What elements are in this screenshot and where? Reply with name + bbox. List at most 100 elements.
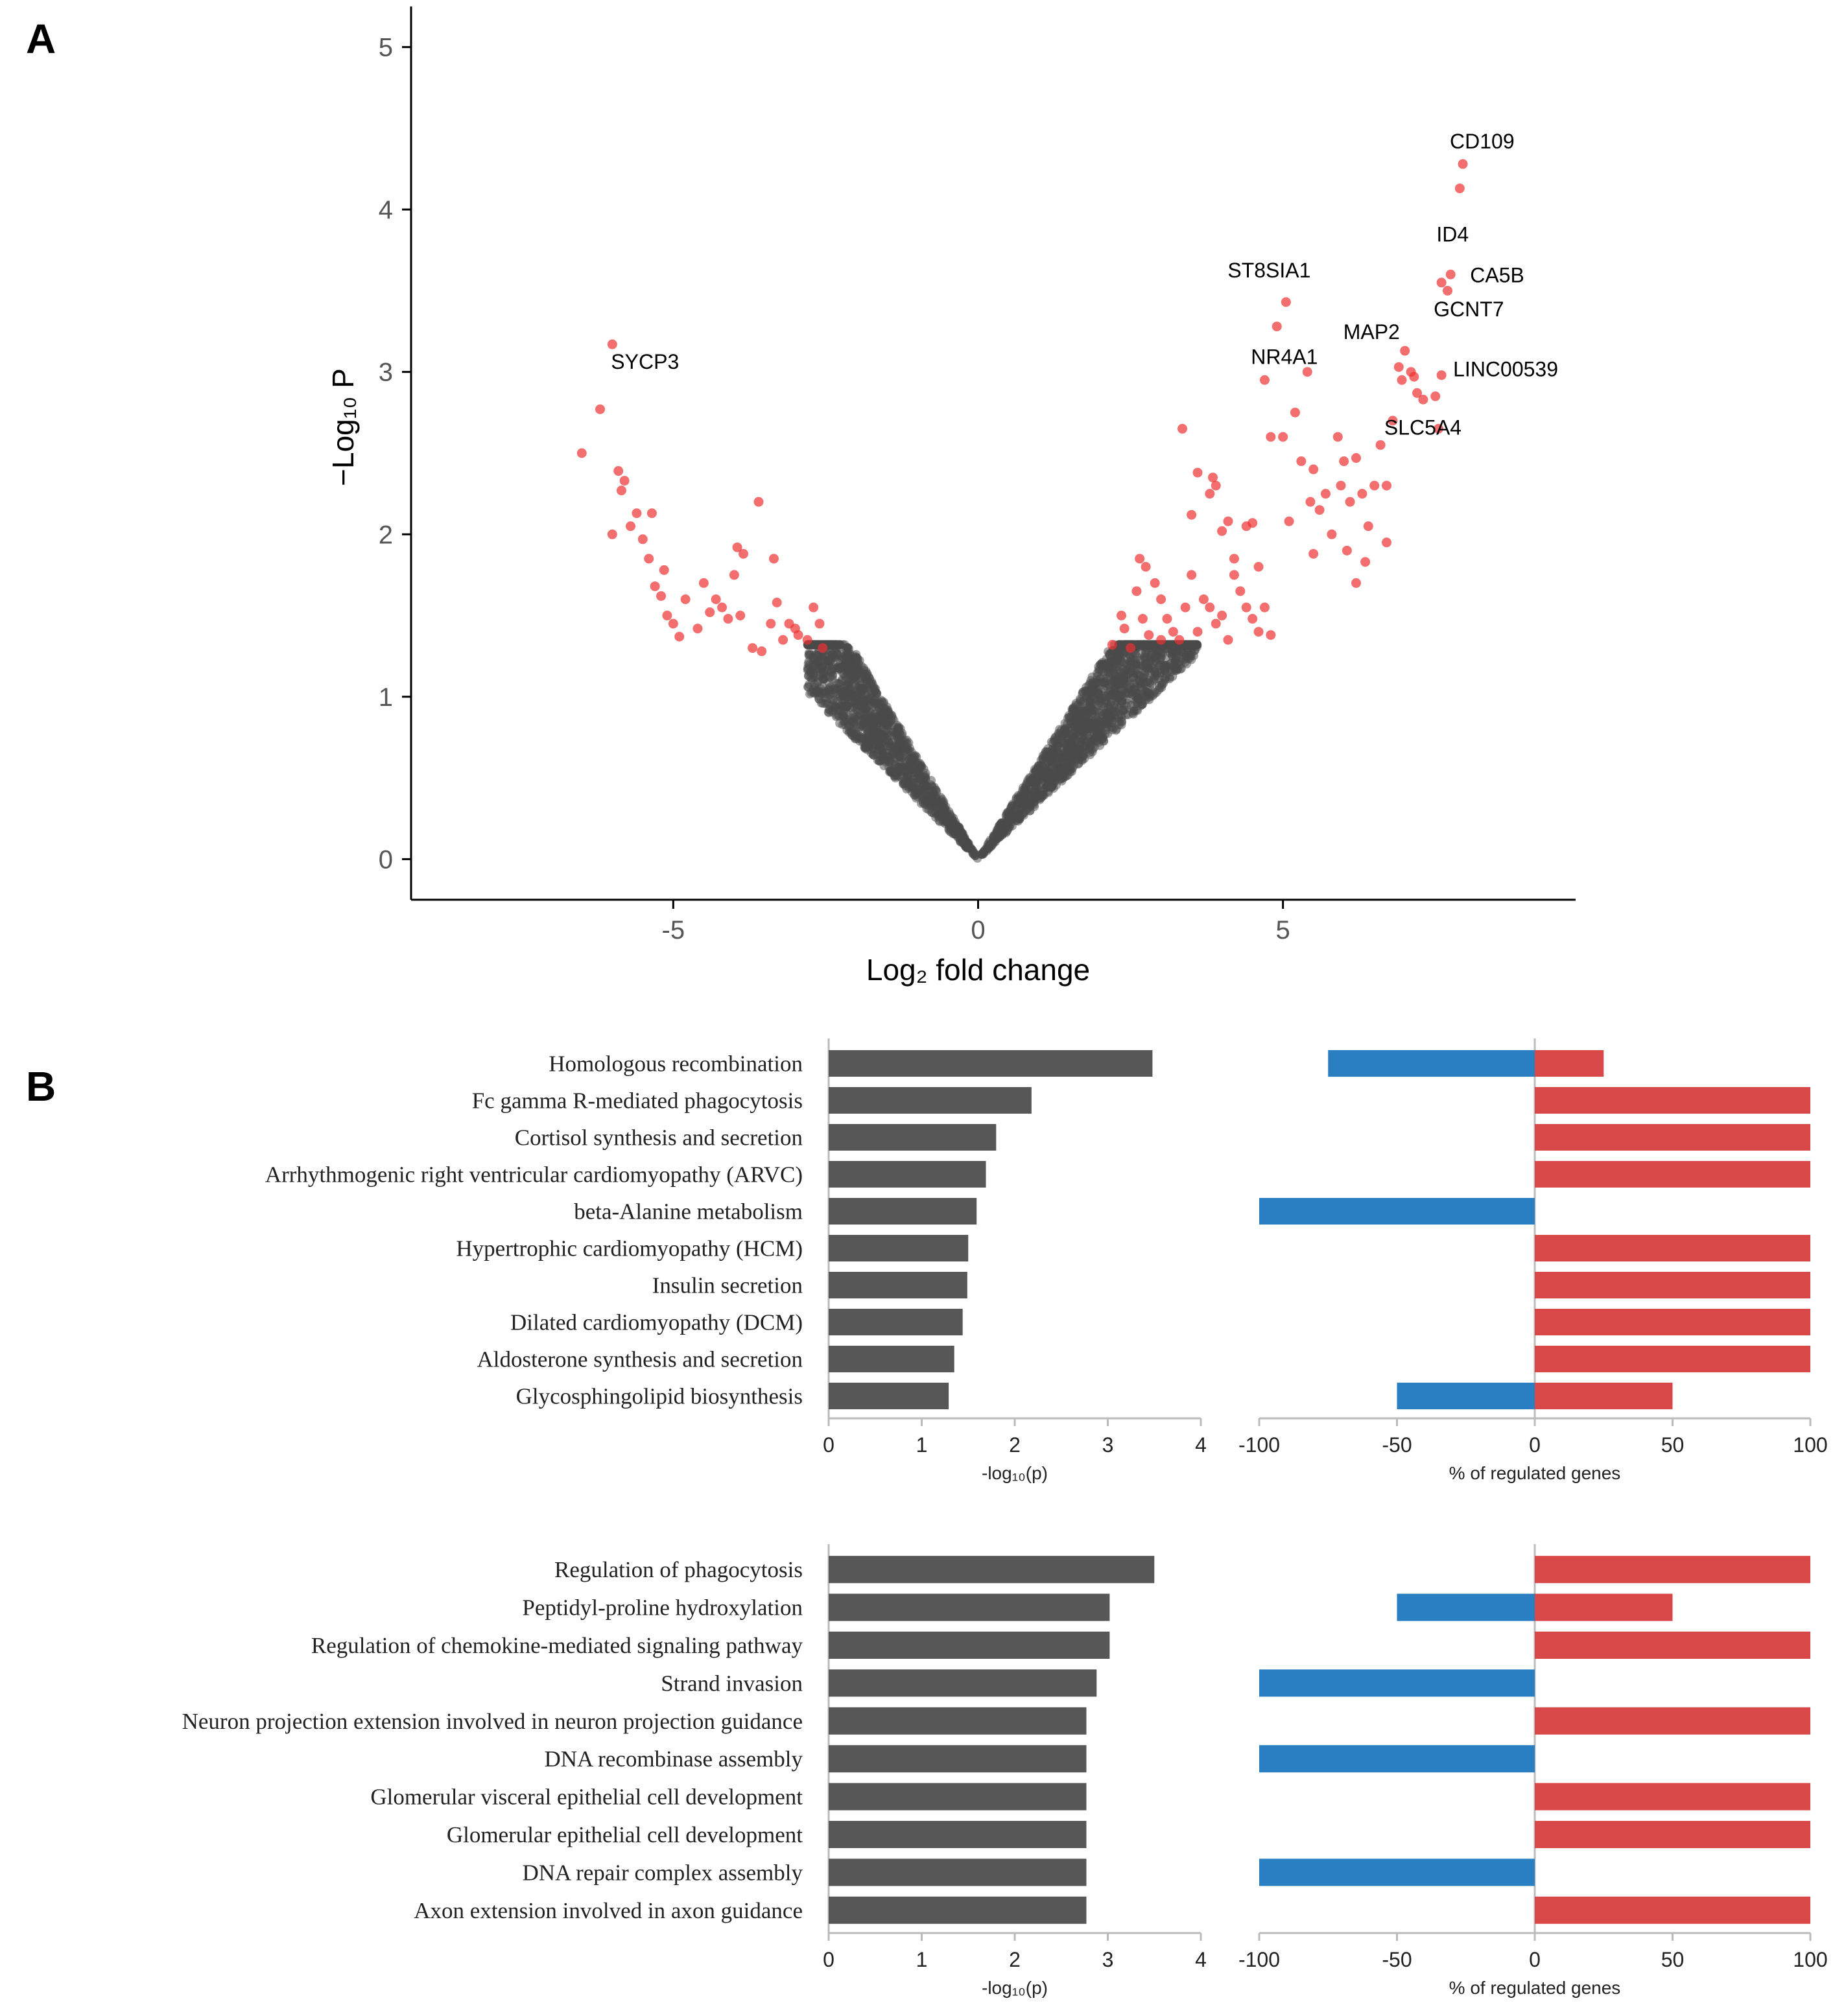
volcano-point-significant (1351, 578, 1361, 588)
volcano-point (1018, 783, 1028, 793)
volcano-point-significant (576, 448, 587, 458)
bar-pvalue (829, 1086, 1032, 1114)
panel-label-b: B (26, 1063, 56, 1110)
volcano-point (882, 735, 892, 745)
volcano-point-significant (1223, 635, 1233, 645)
bar-x-tick-label: 3 (1102, 1948, 1114, 1971)
volcano-point-significant (607, 529, 617, 539)
bar-pvalue (829, 1593, 1110, 1621)
volcano-point-significant (1107, 640, 1117, 650)
bar-pvalue (829, 1896, 1087, 1924)
volcano-point (1033, 773, 1043, 782)
volcano-point-significant (1217, 526, 1227, 536)
volcano-point-significant (1393, 362, 1404, 372)
volcano-point (1090, 729, 1100, 738)
volcano-point (1146, 650, 1156, 660)
bar-category-label: Arrhythmogenic right ventricular cardiom… (265, 1162, 803, 1188)
volcano-y-axis-title: −Log₁₀ P (326, 368, 360, 486)
volcano-x-tick-label: 0 (971, 916, 985, 944)
volcano-gene-label: LINC00539 (1453, 358, 1558, 381)
volcano-point (1182, 640, 1192, 650)
volcano-point (1136, 690, 1146, 699)
bar-down-regulated (1259, 1745, 1535, 1773)
bar-up-regulated (1535, 1345, 1810, 1373)
volcano-point (1008, 801, 1017, 810)
bar-up-regulated (1535, 1382, 1673, 1410)
bar-up-regulated (1535, 1234, 1810, 1262)
volcano-point (1078, 741, 1088, 751)
bar-pvalue (829, 1783, 1087, 1811)
volcano-point (852, 690, 862, 700)
volcano-point (1094, 690, 1104, 700)
volcano-point-significant (656, 591, 667, 601)
volcano-point-significant (1241, 602, 1251, 613)
kegg-regulated-chart: -100 -50 0 50 100 % of regulated genes (1238, 1038, 1828, 1483)
volcano-point-significant (1332, 432, 1343, 442)
volcano-point (1143, 640, 1153, 650)
volcano-point-significant (1302, 367, 1312, 377)
bar-x-axis-title: -log₁₀(p) (982, 1463, 1048, 1483)
volcano-point (1019, 810, 1028, 820)
volcano-point-significant (1205, 489, 1215, 499)
volcano-point (1107, 722, 1117, 732)
bar-category-label: Homologous recombination (549, 1051, 803, 1077)
bar-x-tick-label: 50 (1661, 1948, 1685, 1971)
volcano-point-significant (1150, 578, 1160, 588)
volcano-point (1083, 714, 1093, 724)
volcano-point-significant (1235, 586, 1246, 596)
volcano-point-significant (674, 631, 685, 642)
volcano-point-significant (662, 611, 672, 621)
volcano-point (1093, 668, 1102, 678)
volcano-point-significant (818, 643, 828, 653)
bar-up-regulated (1535, 1631, 1810, 1659)
volcano-point (856, 715, 866, 725)
volcano-point (954, 825, 964, 834)
volcano-point-significant (1382, 480, 1392, 491)
volcano-point (842, 655, 851, 665)
volcano-point-significant (1253, 627, 1264, 637)
volcano-point (1069, 730, 1078, 740)
volcano-point-significant (1336, 480, 1346, 491)
go-pvalue-chart: 0 1 2 3 4 -log₁₀(p) Regulation of phagocytosis… (182, 1544, 1207, 1998)
bar-pvalue (829, 1234, 969, 1262)
bar-category-label: Axon extension involved in axon guidance (414, 1898, 803, 1923)
volcano-point (1015, 792, 1025, 802)
volcano-point-significant (1278, 432, 1288, 442)
bar-x-axis-title: -log₁₀(p) (982, 1978, 1048, 1998)
volcano-point-significant (1454, 183, 1465, 194)
volcano-plot: -5 0 5 0 1 2 3 4 5 Log₂ fold change −Log₁₀ P CD109… (326, 6, 1576, 987)
volcano-point-significant (1284, 516, 1294, 526)
volcano-point-significant (1400, 346, 1410, 356)
bar-down-regulated (1259, 1669, 1535, 1697)
volcano-gene-label: ID4 (1436, 223, 1469, 246)
volcano-point (991, 834, 1001, 843)
bar-x-tick-label: 0 (1529, 1433, 1541, 1457)
volcano-point (1114, 666, 1124, 676)
bar-pvalue (829, 1123, 997, 1151)
bar-category-label: Dilated cardiomyopathy (DCM) (510, 1310, 803, 1335)
volcano-point-significant (659, 565, 669, 575)
volcano-point (805, 667, 815, 677)
volcano-point (853, 727, 863, 736)
volcano-point (1109, 701, 1119, 710)
volcano-point (1094, 738, 1104, 747)
volcano-y-tick-label: 2 (379, 521, 393, 549)
volcano-point-significant (626, 521, 636, 532)
volcano-point (833, 696, 842, 706)
volcano-gene-label: CD109 (1450, 130, 1515, 153)
volcano-point-significant (1174, 635, 1185, 645)
volcano-point-significant (1272, 322, 1282, 332)
bar-pvalue (829, 1669, 1097, 1697)
volcano-point-significant (632, 508, 642, 519)
volcano-point-significant (1141, 561, 1151, 572)
volcano-point-significant (1116, 611, 1126, 621)
volcano-point-significant (637, 534, 648, 545)
volcano-point-significant (1397, 375, 1407, 385)
volcano-point (836, 662, 846, 672)
volcano-point-significant (738, 548, 748, 559)
bar-category-label: DNA repair complex assembly (522, 1860, 803, 1885)
volcano-point-significant (1305, 497, 1316, 507)
volcano-gene-label: GCNT7 (1434, 298, 1504, 321)
volcano-point (855, 736, 865, 746)
